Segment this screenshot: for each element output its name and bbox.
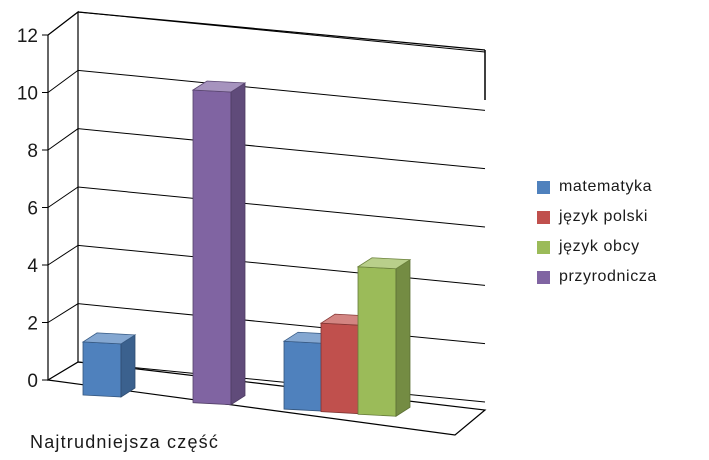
y-tick-label: 6 (27, 199, 38, 220)
legend-item-jezyk-obcy: język obcy (537, 232, 657, 262)
y-axis-tick-labels: 0 2 4 6 8 10 12 (17, 26, 39, 392)
gridline (47, 128, 486, 170)
legend: matematyka język polski język obcy przyr… (537, 172, 657, 292)
bars (81, 80, 412, 417)
legend-label: język obcy (559, 238, 640, 255)
legend-item-przyrodnicza: przyrodnicza (537, 262, 657, 292)
x-axis-category-label: Najtrudniejsza część (30, 432, 219, 452)
legend-label: przyrodnicza (559, 268, 657, 285)
gridline (47, 11, 486, 53)
legend-item-matematyka: matematyka (537, 172, 657, 202)
legend-item-jezyk-polski: język polski (537, 202, 657, 232)
y-tick-label: 0 (27, 371, 38, 392)
legend-swatch (537, 240, 550, 254)
legend-label: język polski (559, 208, 649, 225)
gridline (47, 69, 486, 111)
y-tick-label: 10 (17, 84, 38, 105)
legend-swatch (537, 210, 550, 224)
gridlines (42, 11, 486, 403)
legend-label: matematyka (559, 178, 653, 195)
side-wall (47, 10, 79, 382)
bar-język-obcy (356, 257, 412, 417)
bar-matematyka (81, 332, 137, 398)
y-tick-label: 4 (27, 256, 38, 277)
bar-przyrodnicza (191, 80, 247, 406)
floor (47, 361, 487, 436)
y-tick-label: 8 (27, 141, 38, 162)
legend-swatch (537, 270, 550, 284)
y-tick-label: 12 (17, 26, 38, 47)
gridline (47, 244, 486, 286)
gridline (47, 186, 486, 228)
legend-swatch (537, 180, 550, 194)
y-tick-label: 2 (27, 314, 38, 335)
